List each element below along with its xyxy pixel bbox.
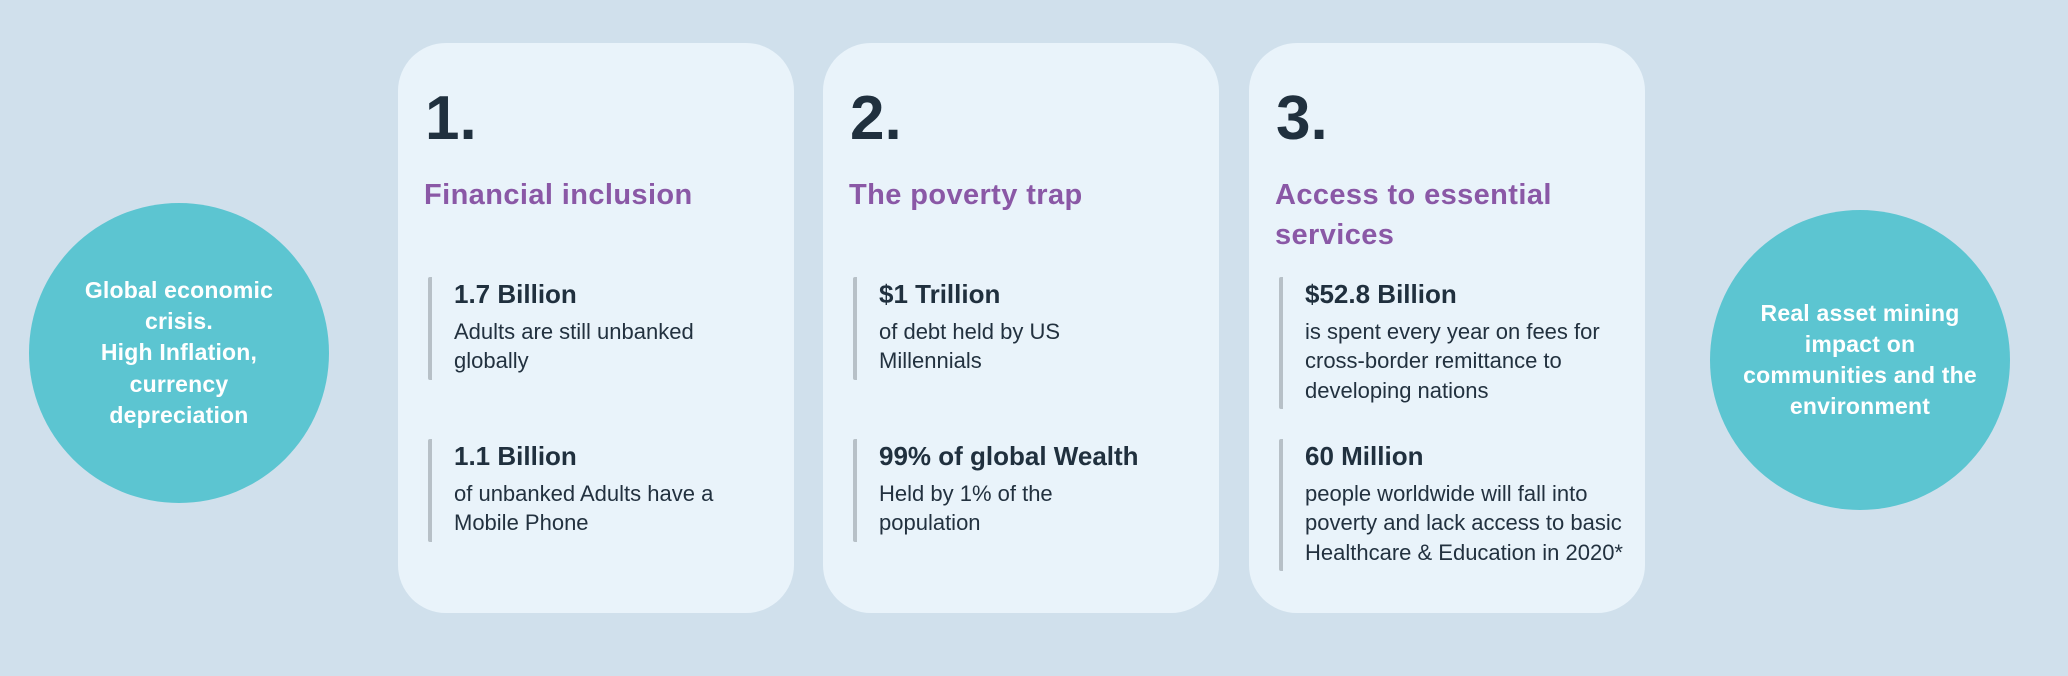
left-bubble: Global economic crisis. High Inflation, … [29, 203, 329, 503]
card-number: 3. [1276, 84, 1328, 153]
card-poverty-trap: 2. The poverty trap $1 Trillion of debt … [823, 43, 1219, 613]
left-bubble-line: Global economic [84, 277, 274, 304]
stat-value: 1.7 Billion [454, 279, 577, 309]
card-number: 2. [850, 84, 902, 153]
card-number: 1. [425, 84, 477, 153]
left-bubble-line: High Inflation, [100, 339, 258, 366]
stat-remittance-fees: $52.8 Billion is spent every year on fee… [1279, 277, 1645, 409]
stat-desc: of unbanked Adults have a Mobile Phone [454, 481, 714, 536]
stat-value: 60 Million [1305, 441, 1424, 471]
stat-global-wealth: 99% of global Wealth Held by 1% of the p… [853, 439, 1139, 542]
card-essential-services: 3. Access to essential services $52.8 Bi… [1249, 43, 1645, 613]
left-bubble-text: Global economic crisis. High Inflation, … [85, 275, 273, 430]
card-financial-inclusion: 1. Financial inclusion 1.7 Billion Adult… [398, 43, 794, 613]
stat-desc: is spent every year on fees for cross-bo… [1305, 319, 1600, 403]
right-bubble-text: Real asset mining impact on communities … [1743, 298, 1977, 422]
stat-millennial-debt: $1 Trillion of debt held by US Millennia… [853, 277, 1093, 380]
left-bubble-line: currency [129, 370, 229, 397]
stat-value: $52.8 Billion [1305, 279, 1457, 309]
stat-mobile-phone: 1.1 Billion of unbanked Adults have a Mo… [428, 439, 746, 542]
card-title: Access to essential services [1275, 179, 1552, 252]
stat-desc: Held by 1% of the population [879, 481, 1053, 536]
right-bubble: Real asset mining impact on communities … [1710, 210, 2010, 510]
right-bubble-line: impact on [1804, 330, 1916, 357]
stat-value: 99% of global Wealth [879, 441, 1139, 471]
stat-desc: of debt held by US Millennials [879, 319, 1061, 374]
right-bubble-line: environment [1789, 393, 1931, 420]
left-bubble-line: crisis. [145, 308, 213, 335]
stat-poverty-forecast: 60 Million people worldwide will fall in… [1279, 439, 1645, 571]
left-bubble-line: depreciation [109, 401, 249, 428]
card-title: The poverty trap [849, 179, 1083, 211]
right-bubble-line: Real asset mining [1760, 299, 1960, 326]
card-title: Financial inclusion [424, 179, 693, 211]
stat-value: 1.1 Billion [454, 441, 577, 471]
stat-desc: people worldwide will fall into poverty … [1305, 481, 1623, 565]
right-bubble-line: communities and the [1743, 362, 1977, 388]
stat-unbanked-adults: 1.7 Billion Adults are still unbanked gl… [428, 277, 746, 380]
stat-value: $1 Trillion [879, 279, 1001, 309]
stat-desc: Adults are still unbanked globally [454, 319, 694, 374]
